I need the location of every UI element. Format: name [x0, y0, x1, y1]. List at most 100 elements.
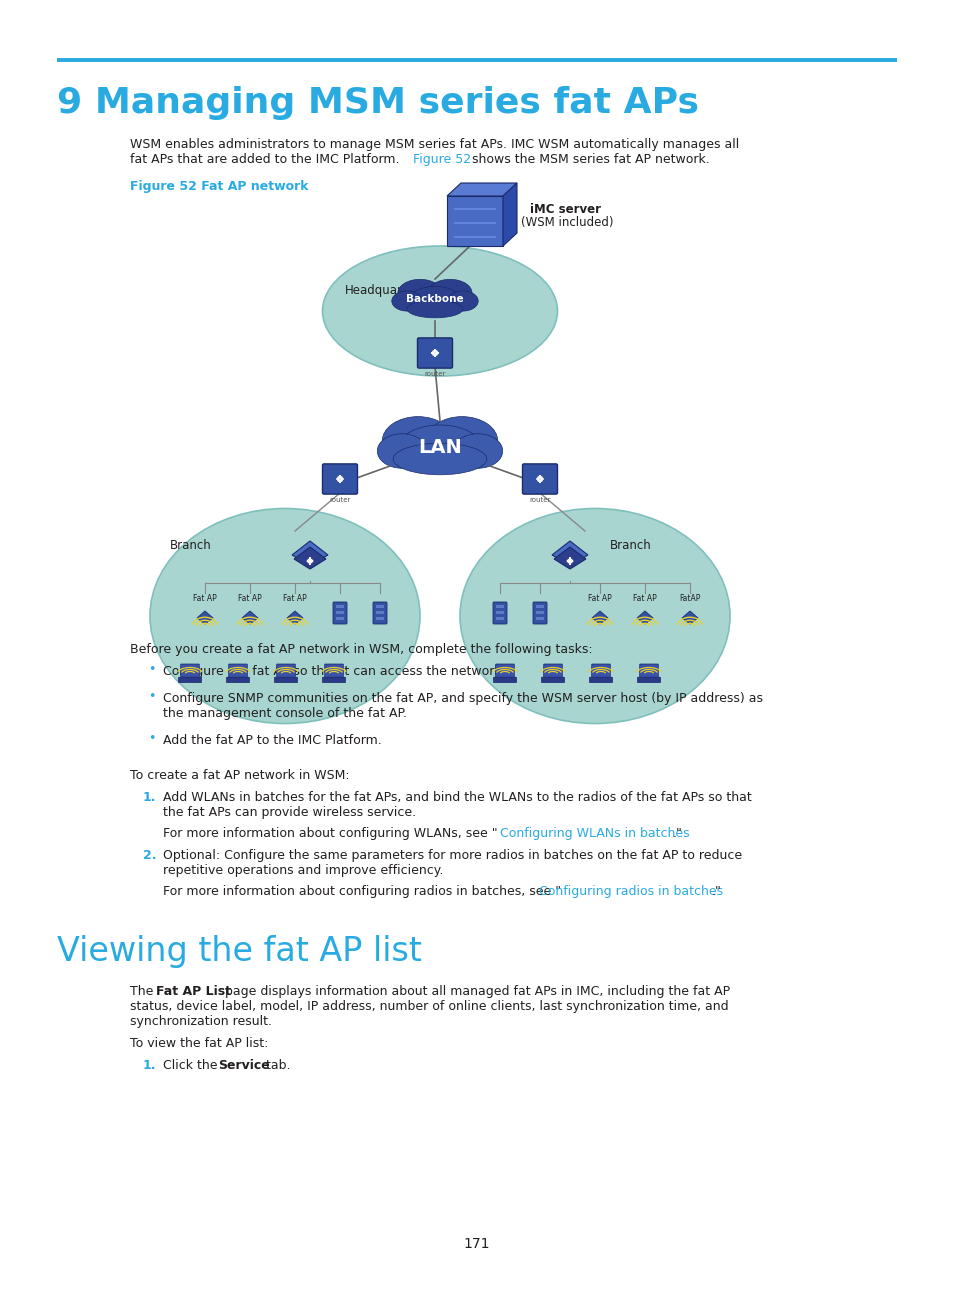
Text: Fat AP: Fat AP: [633, 594, 657, 603]
Text: Fat AP: Fat AP: [193, 594, 216, 603]
Text: router: router: [529, 496, 550, 503]
Ellipse shape: [428, 280, 472, 307]
Bar: [496, 617, 503, 619]
FancyBboxPatch shape: [324, 664, 343, 678]
FancyBboxPatch shape: [589, 678, 612, 683]
Polygon shape: [447, 196, 502, 246]
Text: 1.: 1.: [143, 1059, 156, 1072]
Text: •: •: [148, 664, 155, 677]
FancyBboxPatch shape: [543, 664, 561, 678]
Bar: [375, 617, 384, 619]
Polygon shape: [502, 183, 517, 246]
Text: fat APs that are added to the IMC Platform.: fat APs that are added to the IMC Platfo…: [130, 153, 403, 166]
FancyBboxPatch shape: [333, 603, 347, 623]
FancyBboxPatch shape: [493, 678, 516, 683]
Text: Viewing the fat AP list: Viewing the fat AP list: [57, 934, 421, 968]
FancyBboxPatch shape: [541, 678, 564, 683]
Text: the management console of the fat AP.: the management console of the fat AP.: [163, 708, 407, 721]
Text: shows the MSM series fat AP network.: shows the MSM series fat AP network.: [468, 153, 709, 166]
Text: Configure the fat AP so that it can access the network.: Configure the fat AP so that it can acce…: [163, 665, 505, 678]
Ellipse shape: [376, 434, 426, 468]
Text: synchronization result.: synchronization result.: [130, 1015, 272, 1028]
Text: page displays information about all managed fat APs in IMC, including the fat AP: page displays information about all mana…: [221, 985, 729, 998]
Text: router: router: [329, 496, 351, 503]
Text: the fat APs can provide wireless service.: the fat APs can provide wireless service…: [163, 806, 416, 819]
Text: Headquarters: Headquarters: [345, 285, 426, 298]
Text: LAN: LAN: [417, 438, 461, 457]
Text: Fat AP: Fat AP: [587, 594, 611, 603]
Polygon shape: [196, 610, 213, 623]
Text: The: The: [130, 985, 157, 998]
Polygon shape: [287, 610, 303, 623]
FancyBboxPatch shape: [533, 603, 546, 623]
FancyBboxPatch shape: [322, 464, 357, 494]
Text: tab.: tab.: [262, 1059, 291, 1072]
Text: 171: 171: [463, 1236, 490, 1251]
Bar: [496, 605, 503, 608]
Ellipse shape: [392, 290, 422, 311]
Ellipse shape: [399, 425, 479, 467]
Text: Add the fat AP to the IMC Platform.: Add the fat AP to the IMC Platform.: [163, 734, 381, 746]
Text: Configure SNMP communities on the fat AP, and specify the WSM server host (by IP: Configure SNMP communities on the fat AP…: [163, 692, 762, 705]
Text: Click the: Click the: [163, 1059, 221, 1072]
Polygon shape: [681, 610, 698, 623]
Polygon shape: [592, 610, 607, 623]
FancyBboxPatch shape: [322, 678, 345, 683]
Text: Fat AP: Fat AP: [238, 594, 262, 603]
Text: Service: Service: [218, 1059, 270, 1072]
Text: .": .": [672, 827, 682, 840]
Text: •: •: [148, 689, 155, 702]
Bar: [375, 605, 384, 608]
Ellipse shape: [382, 416, 454, 465]
Polygon shape: [294, 547, 326, 569]
Polygon shape: [552, 540, 587, 565]
FancyBboxPatch shape: [637, 678, 659, 683]
FancyBboxPatch shape: [229, 664, 247, 678]
Bar: [335, 610, 344, 614]
FancyBboxPatch shape: [274, 678, 297, 683]
Bar: [536, 617, 543, 619]
Text: Add WLANs in batches for the fat APs, and bind the WLANs to the radios of the fa: Add WLANs in batches for the fat APs, an…: [163, 791, 751, 804]
FancyBboxPatch shape: [522, 464, 557, 494]
Bar: [335, 617, 344, 619]
Text: For more information about configuring radios in batches, see ": For more information about configuring r…: [163, 885, 560, 898]
Text: repetitive operations and improve efficiency.: repetitive operations and improve effici…: [163, 864, 443, 877]
Polygon shape: [242, 610, 257, 623]
Text: 2.: 2.: [143, 849, 156, 862]
FancyBboxPatch shape: [226, 678, 250, 683]
Text: •: •: [148, 732, 155, 745]
Text: To view the fat AP list:: To view the fat AP list:: [130, 1037, 268, 1050]
Text: Branch: Branch: [609, 539, 651, 552]
Text: .": .": [711, 885, 721, 898]
Text: Figure 52 Fat AP network: Figure 52 Fat AP network: [130, 180, 308, 193]
Ellipse shape: [397, 280, 441, 307]
Polygon shape: [292, 540, 328, 565]
Text: Fat AP List: Fat AP List: [156, 985, 231, 998]
Ellipse shape: [459, 508, 729, 723]
FancyBboxPatch shape: [178, 678, 201, 683]
Ellipse shape: [393, 443, 486, 474]
Text: Figure 52: Figure 52: [413, 153, 471, 166]
FancyBboxPatch shape: [417, 338, 452, 368]
Ellipse shape: [150, 508, 419, 723]
Bar: [375, 610, 384, 614]
Text: iMC server: iMC server: [530, 203, 600, 216]
Ellipse shape: [322, 246, 557, 376]
Text: Optional: Configure the same parameters for more radios in batches on the fat AP: Optional: Configure the same parameters …: [163, 849, 741, 862]
Polygon shape: [554, 547, 585, 569]
Text: 9 Managing MSM series fat APs: 9 Managing MSM series fat APs: [57, 86, 699, 121]
FancyBboxPatch shape: [496, 664, 514, 678]
Ellipse shape: [453, 434, 502, 468]
Ellipse shape: [407, 301, 462, 318]
Bar: [335, 605, 344, 608]
Text: (WSM included): (WSM included): [520, 216, 613, 229]
FancyBboxPatch shape: [493, 603, 506, 623]
Text: WSM enables administrators to manage MSM series fat APs. IMC WSM automatically m: WSM enables administrators to manage MSM…: [130, 137, 739, 152]
Polygon shape: [637, 610, 652, 623]
Bar: [536, 610, 543, 614]
Text: router: router: [424, 371, 445, 377]
Text: Before you create a fat AP network in WSM, complete the following tasks:: Before you create a fat AP network in WS…: [130, 643, 592, 656]
Text: 1.: 1.: [143, 791, 156, 804]
Text: For more information about configuring WLANs, see ": For more information about configuring W…: [163, 827, 497, 840]
Text: status, device label, model, IP address, number of online clients, last synchron: status, device label, model, IP address,…: [130, 1001, 728, 1013]
